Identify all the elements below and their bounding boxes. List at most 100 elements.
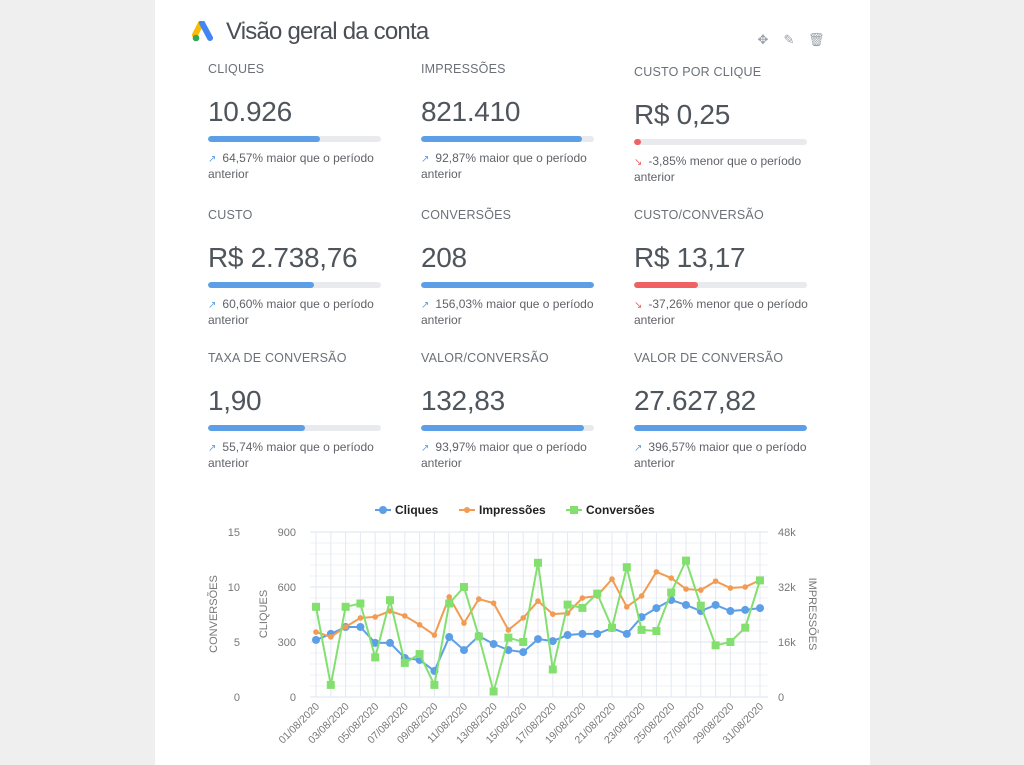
data-point[interactable] bbox=[712, 578, 719, 584]
data-point[interactable] bbox=[756, 576, 764, 585]
data-point[interactable] bbox=[609, 576, 615, 582]
conversions-tick-label: 5 bbox=[234, 637, 240, 649]
trending-up-icon: ↗ bbox=[208, 443, 217, 454]
data-point[interactable] bbox=[534, 558, 542, 567]
data-point[interactable] bbox=[741, 605, 750, 614]
data-point[interactable] bbox=[726, 638, 735, 646]
trending-up-icon: ↗ bbox=[421, 154, 430, 165]
data-point[interactable] bbox=[402, 613, 408, 619]
kpi-conversões: CONVERSÕES 208 ↗ 156,03% maior que o perí… bbox=[421, 208, 601, 327]
data-point[interactable] bbox=[683, 586, 689, 592]
data-point[interactable] bbox=[667, 588, 676, 597]
data-point[interactable] bbox=[431, 632, 438, 638]
data-point[interactable] bbox=[742, 584, 748, 590]
data-point[interactable] bbox=[371, 653, 380, 662]
kpi-change: ↗ 93,97% maior que o período anterior bbox=[421, 440, 587, 470]
data-point[interactable] bbox=[328, 634, 334, 640]
data-point[interactable] bbox=[416, 622, 423, 628]
data-point[interactable] bbox=[578, 603, 587, 612]
edit-pencil-icon[interactable]: ✎ bbox=[783, 32, 795, 47]
legend-item[interactable]: Conversões bbox=[566, 503, 655, 517]
account-overview-card bbox=[155, 0, 870, 765]
data-point[interactable] bbox=[637, 625, 646, 634]
data-point[interactable] bbox=[520, 615, 526, 621]
data-point[interactable] bbox=[415, 650, 424, 659]
data-point[interactable] bbox=[460, 583, 468, 591]
kpi-impressões: IMPRESSÕES 821.410 ↗ 92,87% maior que o p… bbox=[421, 62, 601, 181]
data-point[interactable] bbox=[519, 648, 528, 657]
data-point[interactable] bbox=[668, 575, 674, 581]
data-point[interactable] bbox=[489, 640, 498, 649]
data-point[interactable] bbox=[461, 620, 467, 626]
data-point[interactable] bbox=[652, 627, 661, 635]
data-point[interactable] bbox=[624, 604, 630, 610]
data-point[interactable] bbox=[445, 599, 454, 608]
data-point[interactable] bbox=[578, 629, 587, 638]
legend-label: Cliques bbox=[395, 503, 439, 517]
data-point[interactable] bbox=[622, 629, 631, 638]
data-point[interactable] bbox=[696, 601, 705, 610]
data-point[interactable] bbox=[341, 602, 350, 611]
data-point[interactable] bbox=[622, 563, 631, 572]
data-point[interactable] bbox=[504, 633, 513, 642]
data-point[interactable] bbox=[386, 638, 394, 647]
data-point[interactable] bbox=[446, 594, 453, 600]
trash-icon[interactable]: 🗑 bbox=[808, 32, 825, 47]
data-point[interactable] bbox=[593, 629, 602, 638]
data-point[interactable] bbox=[563, 631, 572, 640]
data-point[interactable] bbox=[638, 593, 645, 599]
data-point[interactable] bbox=[356, 622, 365, 631]
legend-item[interactable]: Impressões bbox=[459, 503, 546, 517]
data-point[interactable] bbox=[445, 633, 454, 642]
data-point[interactable] bbox=[535, 598, 541, 604]
kpi-label: CUSTO POR CLIQUE bbox=[634, 65, 762, 79]
data-point[interactable] bbox=[400, 658, 409, 667]
data-point[interactable] bbox=[563, 600, 572, 609]
data-point[interactable] bbox=[313, 629, 319, 635]
data-point[interactable] bbox=[505, 627, 512, 633]
data-point[interactable] bbox=[711, 641, 720, 650]
data-point[interactable] bbox=[653, 569, 660, 575]
data-point[interactable] bbox=[489, 687, 498, 696]
data-point[interactable] bbox=[312, 635, 320, 644]
data-point[interactable] bbox=[342, 624, 349, 630]
legend-item[interactable]: Cliques bbox=[375, 503, 439, 517]
data-point[interactable] bbox=[682, 556, 690, 565]
kpi-cliques: CLIQUES 10.926 ↗ 64,57% maior que o perío… bbox=[208, 62, 388, 181]
data-point[interactable] bbox=[519, 638, 528, 646]
kpi-value: 1,90 bbox=[208, 385, 262, 416]
data-point[interactable] bbox=[550, 611, 556, 617]
data-point[interactable] bbox=[386, 596, 394, 605]
data-point[interactable] bbox=[490, 600, 497, 606]
data-point[interactable] bbox=[312, 602, 320, 611]
data-point[interactable] bbox=[357, 615, 364, 621]
data-point[interactable] bbox=[534, 635, 542, 644]
kpi-value: 27.627,82 bbox=[634, 385, 756, 416]
data-point[interactable] bbox=[741, 623, 750, 632]
data-point[interactable] bbox=[371, 638, 380, 647]
data-point[interactable] bbox=[372, 614, 379, 620]
data-point[interactable] bbox=[711, 600, 720, 609]
move-icon[interactable]: ✥ bbox=[757, 32, 769, 47]
data-point[interactable] bbox=[652, 604, 661, 613]
data-point[interactable] bbox=[326, 680, 335, 689]
data-point[interactable] bbox=[474, 632, 483, 641]
impressions-tick-label: 0 bbox=[778, 692, 784, 704]
kpi-progress-bar bbox=[634, 425, 807, 431]
data-point[interactable] bbox=[698, 587, 704, 593]
data-point[interactable] bbox=[430, 680, 439, 689]
data-point[interactable] bbox=[608, 623, 616, 632]
data-point[interactable] bbox=[579, 595, 586, 601]
data-point[interactable] bbox=[548, 665, 557, 674]
data-point[interactable] bbox=[727, 585, 734, 591]
clicks-tick-label: 0 bbox=[290, 692, 296, 704]
data-point[interactable] bbox=[548, 637, 557, 646]
data-point[interactable] bbox=[476, 596, 482, 602]
data-point[interactable] bbox=[356, 599, 365, 608]
data-point[interactable] bbox=[593, 589, 602, 598]
data-point[interactable] bbox=[756, 604, 764, 613]
data-point[interactable] bbox=[726, 607, 735, 616]
data-point[interactable] bbox=[460, 646, 468, 655]
data-point[interactable] bbox=[682, 600, 690, 609]
